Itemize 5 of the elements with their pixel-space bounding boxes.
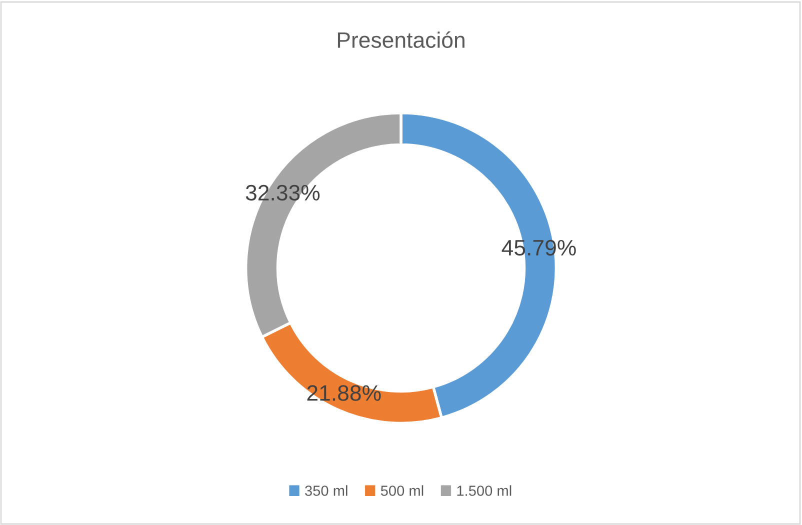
legend-label: 1.500 ml (457, 485, 512, 496)
data-label: 32.33% (246, 184, 320, 201)
legend-label: 350 ml (305, 485, 348, 496)
legend-label: 500 ml (380, 485, 424, 496)
chart-title: Presentación (338, 31, 464, 48)
